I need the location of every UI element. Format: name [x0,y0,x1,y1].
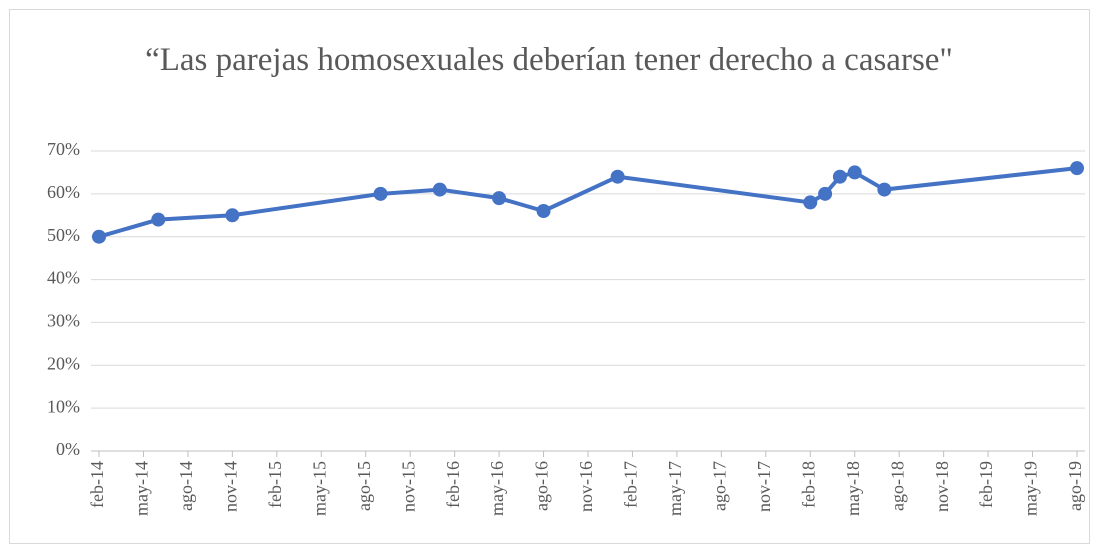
data-point [373,186,388,201]
x-tick-label: ago-16 [532,461,552,511]
data-point [225,208,240,223]
y-tick-label: 50% [47,225,80,245]
x-tick-label: nov-18 [932,461,952,512]
x-tick-label: feb-18 [798,461,818,508]
x-tick-label: may-15 [309,461,329,516]
x-tick-label: may-14 [132,461,152,516]
data-point [610,169,625,184]
x-tick-label: feb-19 [976,461,996,508]
data-point [847,165,862,180]
y-tick-label: 0% [56,439,80,459]
data-point [803,195,818,210]
x-tick-label: ago-17 [709,461,729,511]
x-tick-label: nov-15 [398,461,418,512]
x-tick-label: feb-15 [265,461,285,508]
x-tick-label: nov-14 [220,461,240,512]
data-point [877,182,892,197]
data-point [92,229,106,244]
x-tick-label: may-19 [1021,461,1041,516]
chart-title: “Las parejas homosexuales deberían tener… [145,42,953,78]
y-tick-label: 60% [47,182,80,202]
x-tick-label: may-16 [487,461,507,516]
x-tick-label: feb-16 [443,461,463,508]
data-point [818,186,833,201]
x-tick-label: nov-16 [576,461,596,512]
x-tick-label: feb-14 [87,461,107,508]
x-tick-label: feb-17 [621,461,641,508]
y-tick-label: 40% [47,268,80,288]
data-point [832,169,847,184]
x-tick-label: ago-18 [887,461,907,511]
x-tick-label: ago-14 [176,461,196,511]
series-line [98,166,1078,239]
y-tick-label: 10% [47,396,80,416]
y-tick-label: 20% [47,353,80,373]
data-point [151,212,166,227]
x-tick-label: nov-17 [754,461,774,512]
x-tick-label: ago-15 [354,461,374,511]
x-tick-label: may-18 [843,461,863,516]
data-point [1070,161,1084,176]
x-tick-label: ago-19 [1065,461,1085,511]
data-point [492,191,507,206]
data-point [432,182,447,197]
y-tick-label: 70% [47,139,80,159]
y-tick-label: 30% [47,311,80,331]
data-point [536,204,551,218]
x-tick-label: may-17 [665,461,685,516]
